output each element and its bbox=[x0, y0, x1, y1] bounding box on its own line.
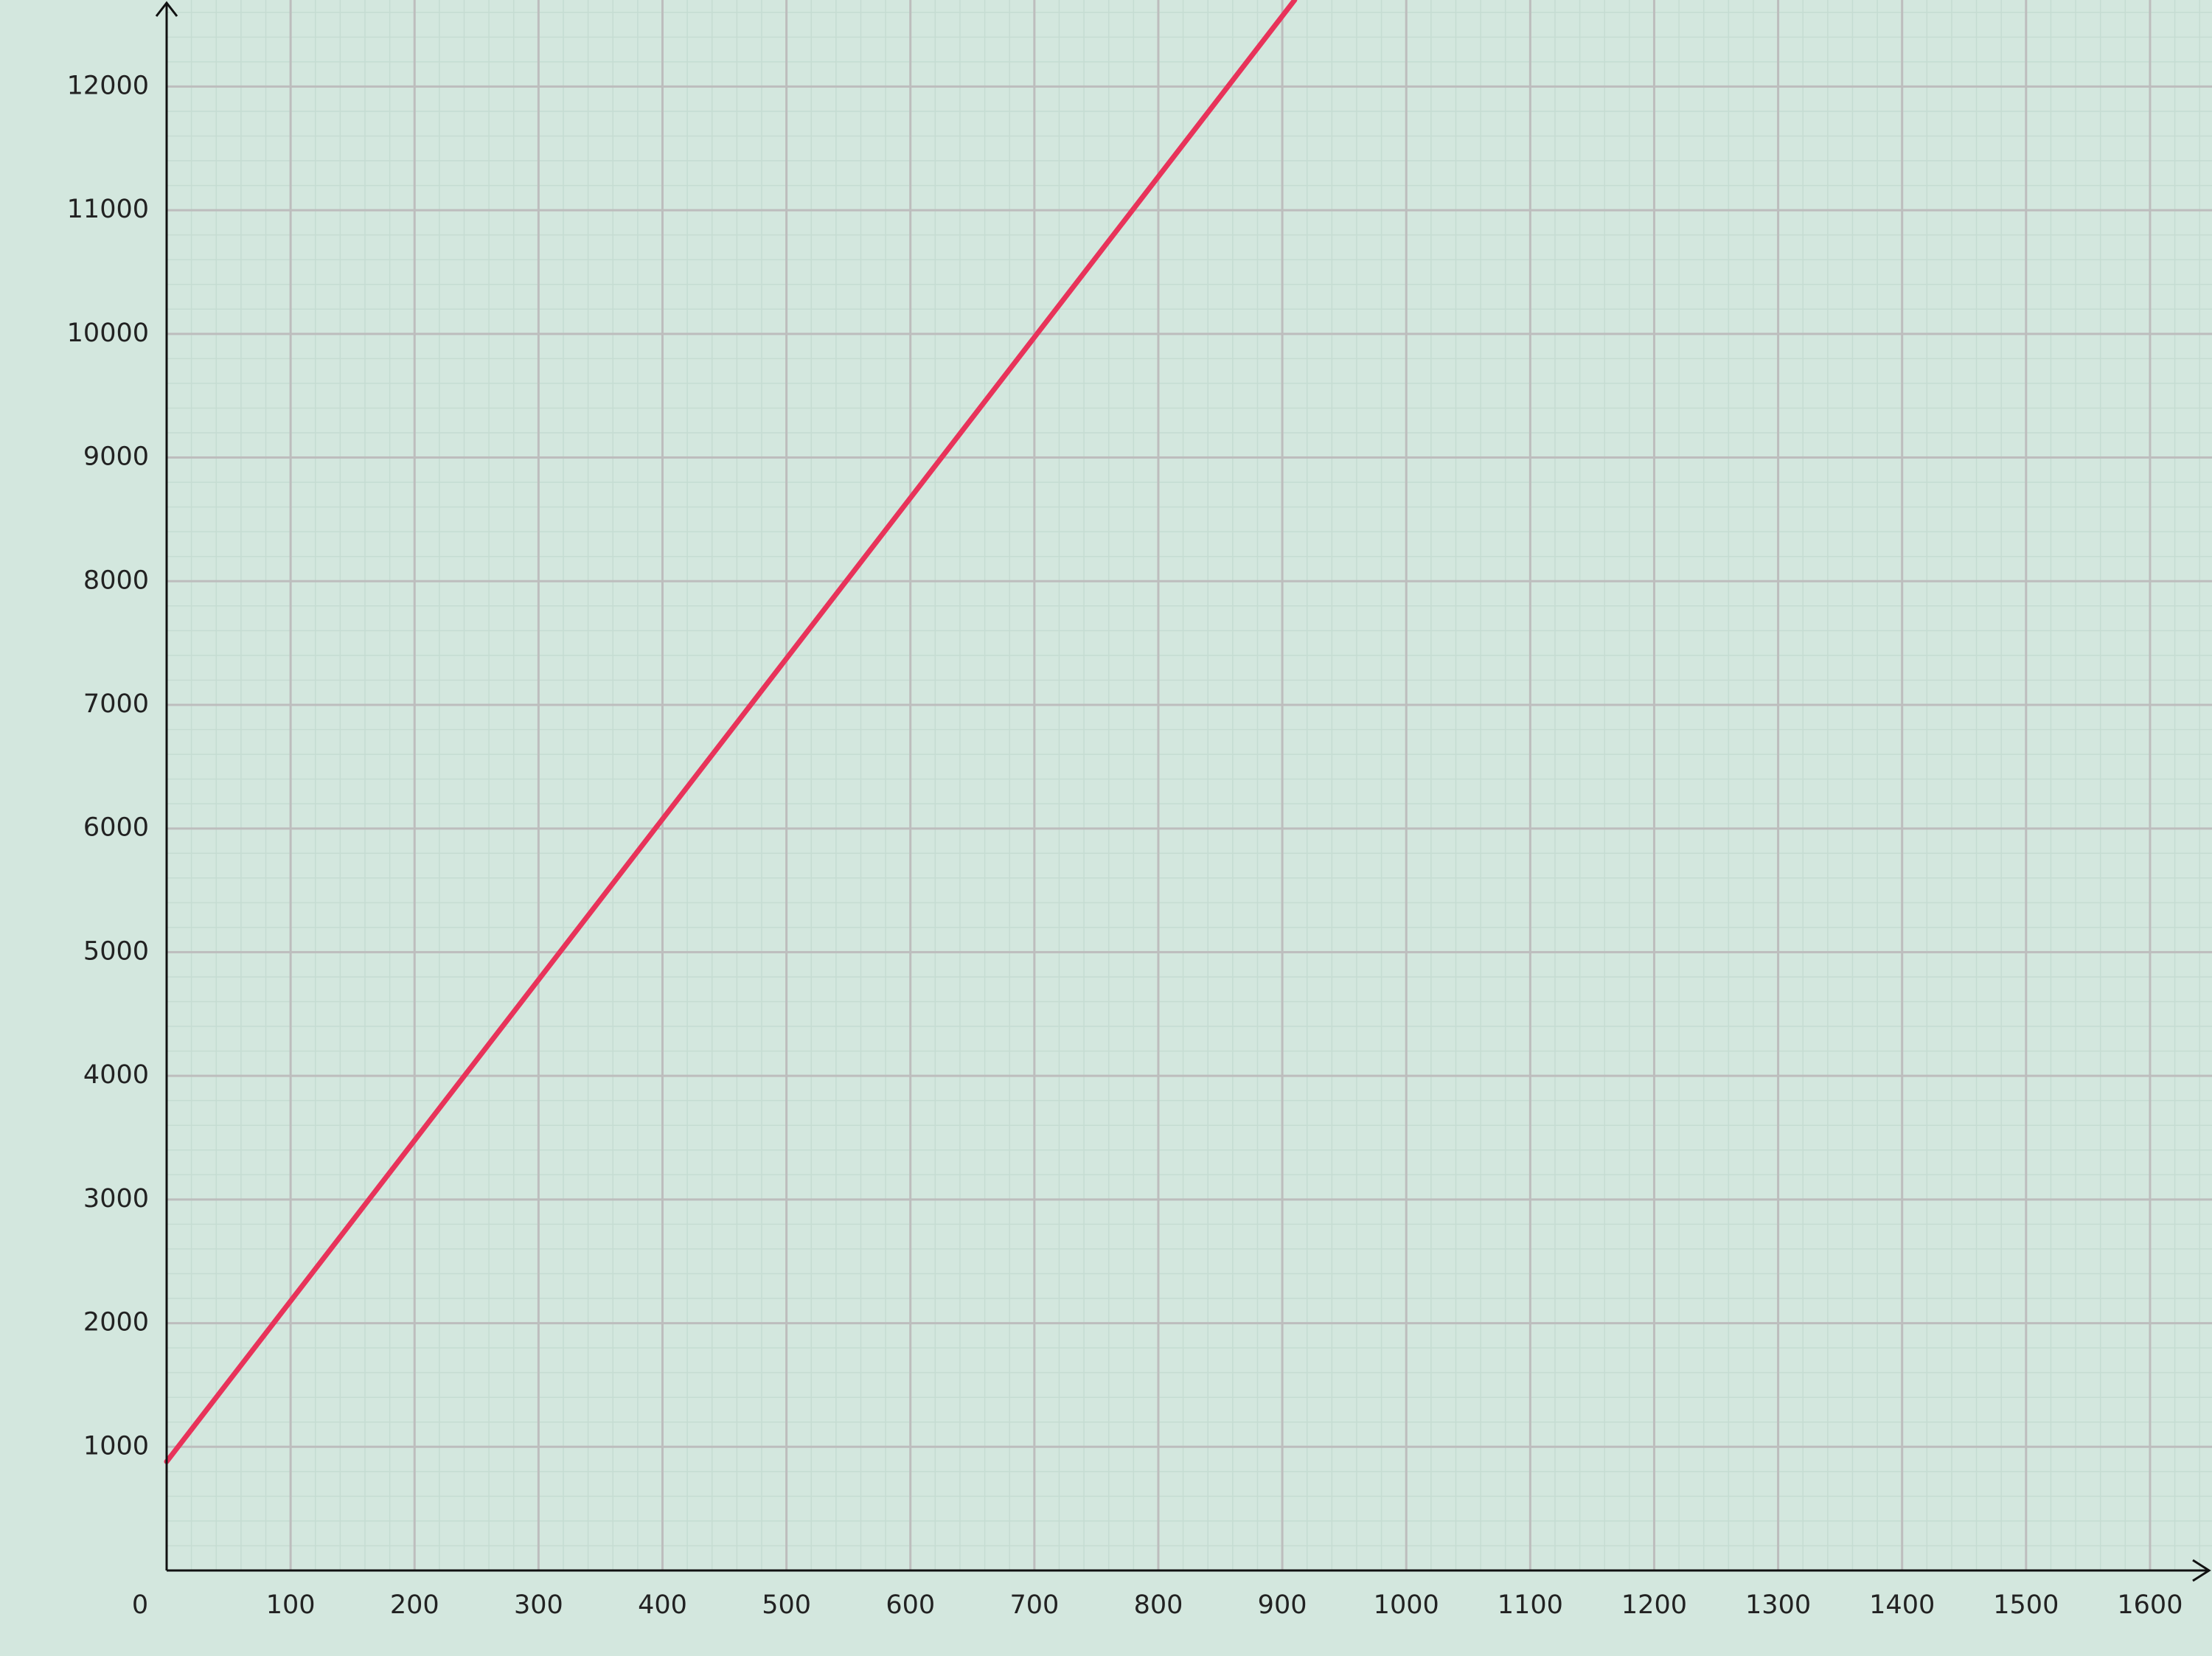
minor-grid bbox=[167, 0, 2212, 1570]
y-tick-label: 8000 bbox=[83, 566, 149, 595]
x-tick-label: 1300 bbox=[1745, 1590, 1811, 1620]
x-tick-label: 1400 bbox=[1869, 1590, 1935, 1620]
x-axis-arrow bbox=[2192, 1559, 2211, 1582]
x-tick-label: 1100 bbox=[1498, 1590, 1563, 1620]
axes bbox=[155, 1, 2211, 1582]
x-tick-label: 800 bbox=[1134, 1590, 1183, 1620]
y-tick-label: 10000 bbox=[67, 319, 149, 348]
y-tick-label: 7000 bbox=[83, 689, 149, 719]
y-tick-label: 11000 bbox=[67, 195, 149, 224]
y-tick-label: 9000 bbox=[83, 442, 149, 472]
x-tick-label: 900 bbox=[1258, 1590, 1307, 1620]
x-tick-label: 200 bbox=[390, 1590, 439, 1620]
y-axis-arrow bbox=[155, 1, 178, 17]
x-tick-label: 600 bbox=[886, 1590, 935, 1620]
y-tick-label: 1000 bbox=[83, 1431, 149, 1461]
x-tick-label: 300 bbox=[514, 1590, 563, 1620]
y-tick-label: 5000 bbox=[83, 936, 149, 966]
x-tick-label: 1600 bbox=[2117, 1590, 2183, 1620]
y-tick-labels: 1000 2000 3000 4000 5000 6000 7000 8000 9000 1000… bbox=[67, 71, 149, 1461]
origin-label: 0 bbox=[132, 1590, 148, 1620]
x-tick-labels: 100 200 300 400 500 600 700 800 900 1000 1100 1200 1… bbox=[266, 1590, 2183, 1620]
y-tick-label: 3000 bbox=[83, 1184, 149, 1214]
series-layer bbox=[164, 0, 1298, 1464]
major-grid bbox=[167, 0, 2212, 1570]
x-tick-label: 500 bbox=[762, 1590, 811, 1620]
x-tick-label: 1500 bbox=[1993, 1590, 2059, 1620]
x-tick-label: 1200 bbox=[1621, 1590, 1687, 1620]
y-tick-label: 12000 bbox=[67, 71, 149, 100]
x-tick-label: 700 bbox=[1009, 1590, 1059, 1620]
x-tick-label: 100 bbox=[266, 1590, 316, 1620]
y-tick-label: 6000 bbox=[83, 813, 149, 843]
series-line bbox=[164, 0, 1298, 1464]
y-tick-label: 2000 bbox=[83, 1308, 149, 1337]
x-tick-label: 1000 bbox=[1374, 1590, 1439, 1620]
x-tick-label: 400 bbox=[638, 1590, 687, 1620]
y-tick-label: 4000 bbox=[83, 1060, 149, 1090]
